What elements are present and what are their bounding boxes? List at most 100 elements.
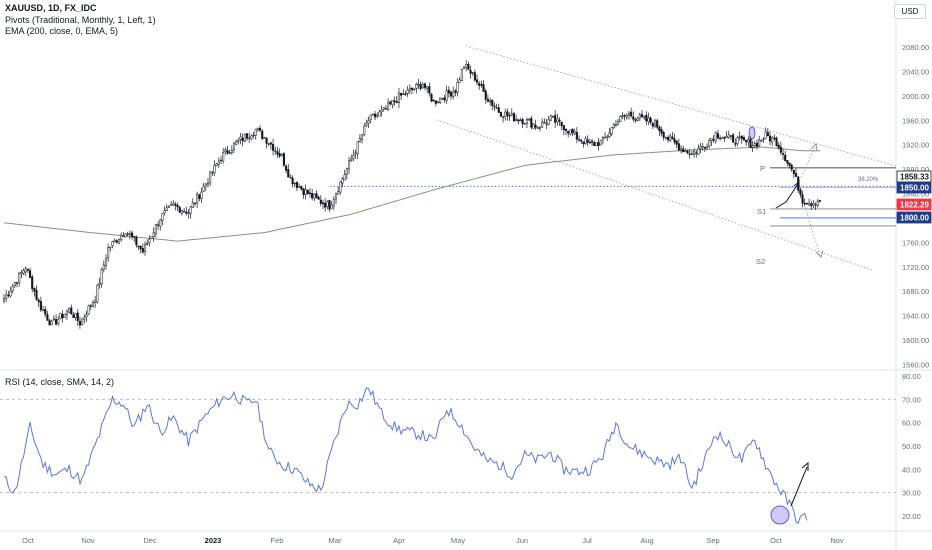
candle-body [285, 165, 288, 171]
candle-body [649, 117, 652, 123]
candle-body [766, 132, 769, 137]
candle-body [662, 132, 665, 138]
candle-body [252, 134, 255, 137]
candle-body [22, 270, 25, 274]
candle-body [651, 123, 654, 127]
candle-body [545, 123, 548, 125]
candle-body [493, 105, 496, 108]
candle-body [35, 290, 38, 300]
candle-body [278, 153, 281, 157]
time-tick-label: Oct [22, 536, 35, 545]
candles-layer[interactable] [2, 60, 821, 329]
rsi-bands [0, 398, 896, 494]
time-tick-label: Nov [81, 536, 95, 545]
candle-body [788, 162, 791, 166]
time-axis[interactable]: Oct Nov Dec 2023 Feb Mar Apr May Jun Jul Aug Sep Oct… [22, 536, 844, 545]
candle-body [174, 203, 177, 206]
candle-body [196, 193, 199, 204]
candle-body [397, 92, 400, 103]
candle-body [183, 211, 186, 213]
time-tick-label: Sep [706, 536, 719, 545]
candle-body [818, 199, 821, 202]
candle-body [454, 90, 457, 93]
price-tick-label: 1920.00 [902, 141, 929, 150]
candle-body [614, 124, 617, 126]
candle-body [243, 133, 246, 142]
candle-body [569, 129, 572, 135]
candle-body [163, 210, 166, 214]
candle-body [124, 233, 127, 238]
currency-button[interactable]: USD [894, 4, 926, 19]
rsi-line [3, 387, 808, 524]
rsi-tick-label: 70.00 [902, 395, 921, 404]
candle-body [146, 243, 149, 245]
rsi-legend[interactable]: RSI (14, close, SMA, 14, 2) [5, 377, 115, 387]
candle-body [686, 150, 689, 154]
candle-body [302, 188, 305, 195]
candle-body [413, 88, 416, 91]
candle-body [245, 133, 249, 139]
candle-body [486, 99, 489, 102]
candle-body [447, 89, 450, 94]
time-tick-label: Mar [329, 536, 342, 545]
candle-body [395, 101, 398, 103]
candle-body [315, 193, 318, 199]
candle-body [259, 127, 262, 131]
candle-body [293, 182, 296, 185]
candle-body [226, 150, 229, 154]
candle-body [157, 224, 160, 226]
candle-body [224, 149, 227, 152]
candle-body [443, 97, 446, 101]
candle-body [693, 151, 696, 155]
candle-body [432, 100, 435, 102]
candle-body [688, 153, 691, 156]
candle-body [489, 100, 492, 103]
candle-body [276, 151, 279, 155]
candle-body [549, 115, 552, 121]
candle-body [152, 232, 155, 237]
candle-body [484, 90, 487, 100]
candle-body [679, 147, 683, 151]
pivot-label-p: P [760, 164, 765, 173]
candle-body [810, 203, 813, 207]
time-tick-label: Feb [271, 536, 284, 545]
candle-body [441, 98, 444, 100]
pivots-legend[interactable]: Pivots (Traditional, Monthly, 1, Left, 1… [5, 14, 156, 25]
candle-body [104, 258, 108, 266]
candle-body [319, 199, 322, 204]
candle-body [740, 135, 743, 139]
candle-body [801, 194, 804, 204]
rsi-oversold-highlight [770, 505, 790, 525]
candle-body [781, 153, 785, 155]
candle-body [467, 64, 470, 70]
rsi-tick-label: 30.00 [902, 489, 921, 498]
candle-body [690, 153, 693, 155]
candle-body [213, 164, 216, 174]
candle-body [72, 314, 75, 318]
symbol-legend[interactable]: XAUUSD, 1D, FX_IDC [5, 3, 97, 13]
candle-body [98, 282, 101, 285]
candle-body [391, 100, 394, 105]
candle-body [384, 108, 387, 110]
candle-body [762, 138, 765, 141]
candle-body [653, 119, 657, 127]
candle-body [506, 111, 509, 116]
candle-body [430, 94, 433, 102]
candle-body [595, 142, 598, 146]
candle-body [604, 137, 607, 139]
candle-body [170, 204, 173, 206]
candle-body [63, 313, 66, 318]
pivot-labels: P S1 S2 38.20% [756, 164, 879, 266]
rsi-axis[interactable]: 80.00 70.00 60.00 50.00 40.00 30.00 20.00 [902, 372, 921, 521]
ema-legend[interactable]: EMA (200, close, 0, EMA, 5) [5, 26, 119, 36]
candle-body [495, 107, 498, 109]
candle-body [627, 112, 631, 116]
pivot-label-s1: S1 [757, 207, 766, 216]
candle-body [712, 139, 715, 141]
candle-body [664, 137, 667, 139]
candle-body [31, 276, 34, 289]
drawings-layer[interactable] [330, 45, 897, 271]
candle-body [701, 146, 704, 148]
candle-body [656, 120, 659, 128]
